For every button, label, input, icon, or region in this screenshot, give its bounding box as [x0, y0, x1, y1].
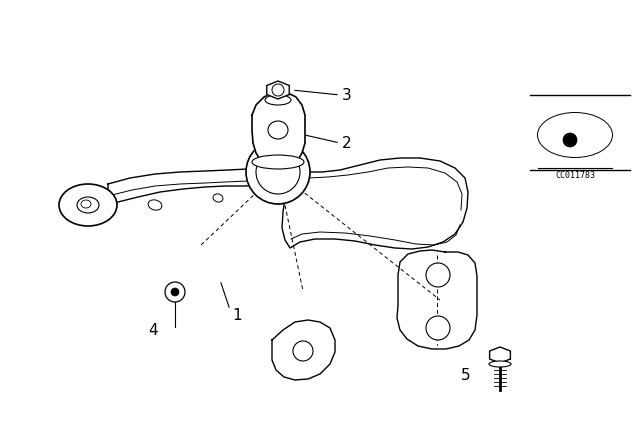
Text: 3: 3 — [342, 87, 352, 103]
Polygon shape — [282, 158, 468, 249]
Polygon shape — [252, 92, 305, 167]
Ellipse shape — [59, 184, 117, 226]
Polygon shape — [397, 250, 477, 349]
Circle shape — [293, 341, 313, 361]
Circle shape — [171, 288, 179, 296]
Polygon shape — [267, 81, 289, 99]
Ellipse shape — [252, 155, 304, 169]
Circle shape — [246, 140, 310, 204]
Polygon shape — [272, 320, 335, 380]
Text: 5: 5 — [460, 367, 470, 383]
Circle shape — [165, 282, 185, 302]
Ellipse shape — [538, 112, 612, 158]
Ellipse shape — [265, 95, 291, 105]
Ellipse shape — [148, 200, 162, 210]
Ellipse shape — [268, 121, 288, 139]
Circle shape — [426, 316, 450, 340]
Polygon shape — [490, 347, 510, 363]
Circle shape — [563, 133, 577, 147]
Polygon shape — [108, 166, 290, 207]
Circle shape — [256, 150, 300, 194]
Text: 1: 1 — [232, 307, 242, 323]
Text: 2: 2 — [342, 135, 351, 151]
Ellipse shape — [489, 361, 511, 367]
Text: CC011783: CC011783 — [555, 171, 595, 180]
Circle shape — [426, 263, 450, 287]
Ellipse shape — [213, 194, 223, 202]
Ellipse shape — [77, 197, 99, 213]
Circle shape — [272, 84, 284, 96]
Ellipse shape — [81, 200, 91, 208]
Text: 4: 4 — [148, 323, 158, 337]
